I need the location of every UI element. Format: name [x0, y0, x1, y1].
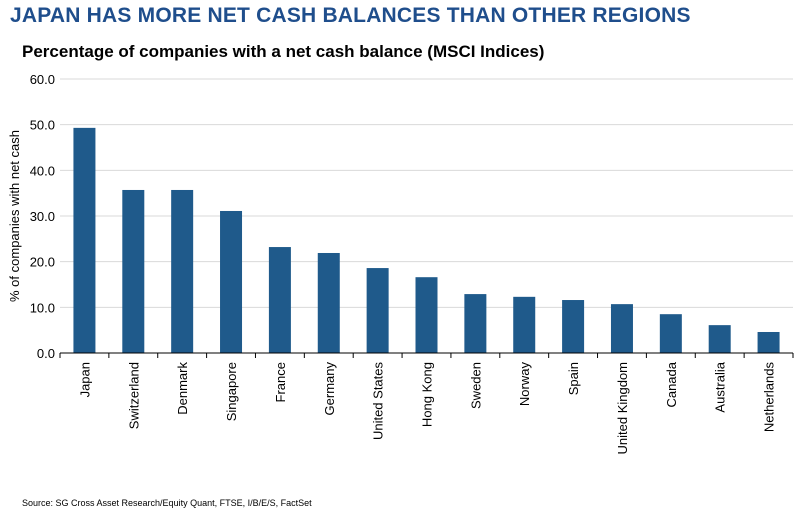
- x-tick-label: Hong Kong: [420, 362, 435, 427]
- y-tick-label: 50.0: [30, 118, 55, 133]
- bar: [610, 304, 633, 353]
- bar: [708, 325, 731, 353]
- x-tick-label: Sweden: [468, 362, 483, 409]
- x-tick-label: Singapore: [224, 362, 239, 421]
- bar: [171, 189, 194, 353]
- bar: [659, 314, 682, 353]
- bar: [562, 300, 585, 353]
- x-tick-label: Denmark: [175, 362, 190, 415]
- bar: [268, 247, 291, 353]
- x-tick-label: Germany: [322, 362, 337, 416]
- y-tick-label: 0.0: [37, 346, 55, 361]
- bar: [220, 210, 243, 353]
- bar: [122, 189, 145, 353]
- x-tick-label: Switzerland: [126, 362, 141, 429]
- x-tick-label: United Kingdom: [615, 362, 630, 455]
- y-tick-label: 10.0: [30, 300, 55, 315]
- page-title: JAPAN HAS MORE NET CASH BALANCES THAN OT…: [10, 4, 691, 27]
- x-tick-label: France: [273, 362, 288, 402]
- x-tick-label: Canada: [664, 361, 679, 407]
- source-note: Source: SG Cross Asset Research/Equity Q…: [22, 498, 312, 508]
- x-tick-label: Japan: [77, 362, 92, 397]
- chart-subtitle: Percentage of companies with a net cash …: [22, 42, 545, 61]
- bar: [513, 296, 536, 353]
- x-tick-label: Australia: [713, 361, 728, 412]
- x-tick-label: Spain: [566, 362, 581, 395]
- y-axis-label: % of companies with net cash: [7, 130, 22, 302]
- bar: [317, 252, 340, 353]
- x-tick-label: United States: [371, 362, 386, 441]
- bar: [464, 294, 487, 353]
- y-tick-label: 40.0: [30, 163, 55, 178]
- y-tick-label: 60.0: [30, 72, 55, 87]
- bar: [757, 331, 780, 353]
- bar: [366, 268, 389, 353]
- bar: [415, 277, 438, 353]
- x-tick-label: Netherlands: [762, 362, 777, 433]
- y-tick-label: 30.0: [30, 209, 55, 224]
- bar: [73, 127, 96, 353]
- y-tick-label: 20.0: [30, 255, 55, 270]
- x-tick-label: Norway: [517, 362, 532, 407]
